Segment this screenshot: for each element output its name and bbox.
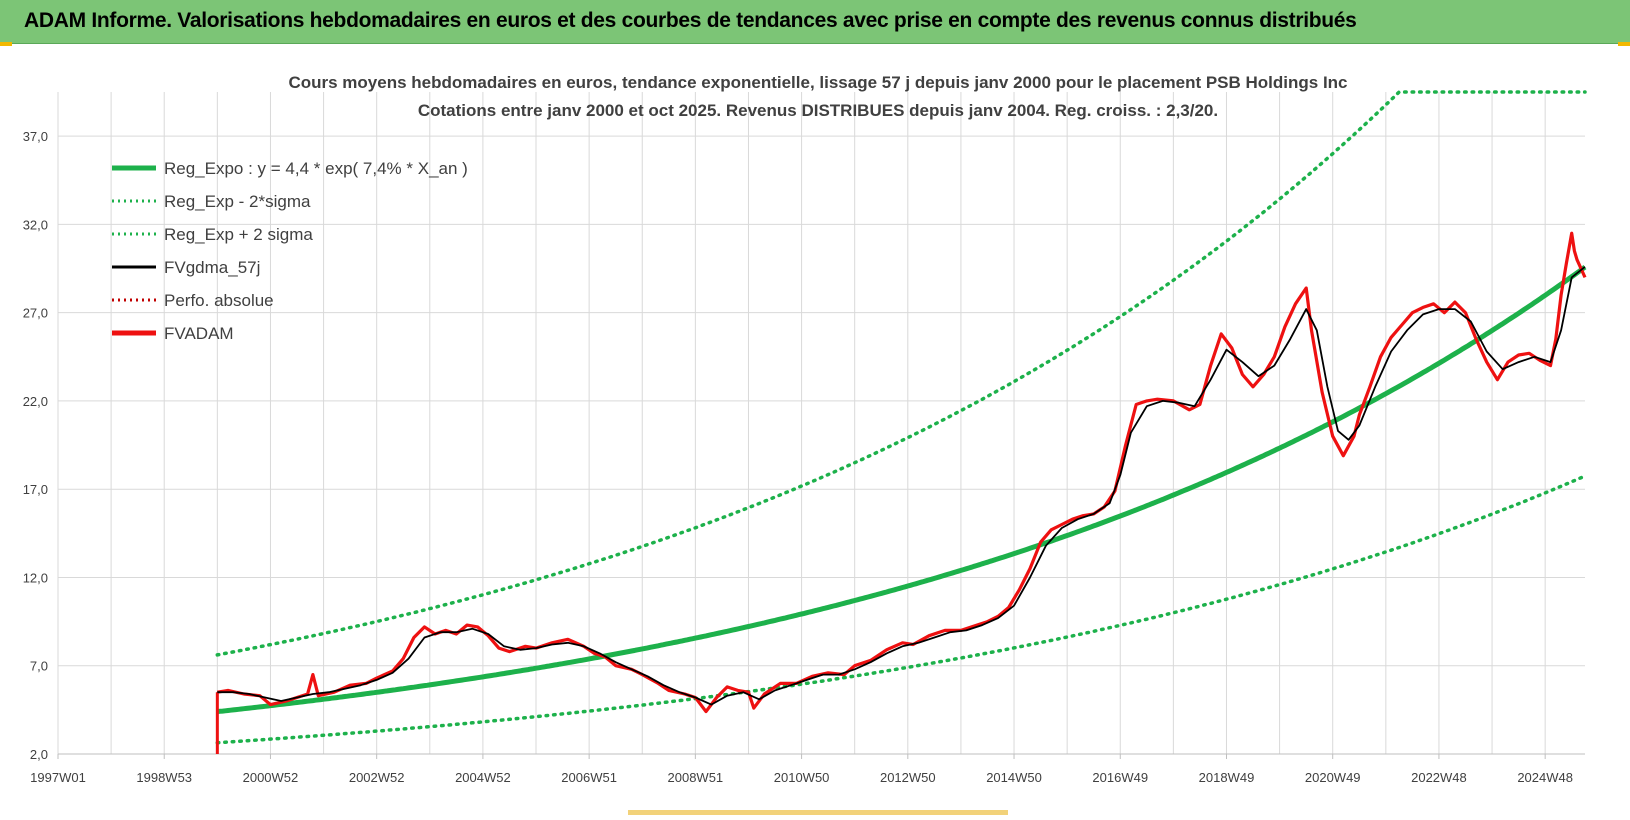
x-tick-label: 2024W48 [1517, 770, 1573, 785]
x-tick-label: 2004W52 [455, 770, 511, 785]
valuation-chart: 2,0 7,0 12,0 17,0 22,0 27,0 32,0 37,0 1997W01 199… [23, 73, 1587, 785]
x-tick-label: 2002W52 [349, 770, 405, 785]
x-tick-label: 2020W49 [1305, 770, 1361, 785]
y-tick-label: 22,0 [23, 394, 48, 409]
y-tick-label: 12,0 [23, 570, 48, 585]
chart-title-line2: Cotations entre janv 2000 et oct 2025. R… [418, 101, 1218, 120]
series-reg-exp-minus-2sigma [215, 474, 1587, 745]
legend-entry-label: Reg_Exp + 2 sigma [164, 225, 313, 244]
x-tick-label: 2014W50 [986, 770, 1042, 785]
x-tick-label: 2016W49 [1092, 770, 1148, 785]
chart-title-line1: Cours moyens hebdomadaires en euros, ten… [288, 73, 1347, 92]
y-tick-label: 2,0 [30, 747, 48, 762]
x-tick-label: 2018W49 [1199, 770, 1255, 785]
bottom-strip [628, 810, 1008, 815]
legend-entry-label: FVADAM [164, 324, 234, 343]
legend-entry-label: FVgdma_57j [164, 258, 260, 277]
x-tick-label: 2010W50 [774, 770, 830, 785]
y-tick-label: 7,0 [30, 659, 48, 674]
x-tick-label: 2006W51 [561, 770, 617, 785]
axis-layer: 2,0 7,0 12,0 17,0 22,0 27,0 32,0 37,0 1997W01 199… [23, 129, 1585, 785]
x-tick-label: 1997W01 [30, 770, 86, 785]
x-tick-label: 1998W53 [136, 770, 192, 785]
y-tick-label: 37,0 [23, 129, 48, 144]
series-layer [215, 90, 1587, 754]
x-tick-label: 2022W48 [1411, 770, 1467, 785]
legend-entry-label: Perfo. absolue [164, 291, 274, 310]
y-tick-label: 17,0 [23, 482, 48, 497]
series-reg-exp-plus-2sigma [215, 90, 1587, 657]
legend-entry-label: Reg_Exp - 2*sigma [164, 192, 311, 211]
x-tick-label: 2008W51 [668, 770, 724, 785]
series-fvgdma-57j [217, 266, 1586, 706]
series-reg-expo [217, 265, 1587, 715]
y-tick-label: 27,0 [23, 306, 48, 321]
report-title: ADAM Informe. Valorisations hebdomadaire… [24, 9, 1357, 32]
legend: Reg_Expo : y = 4,4 * exp( 7,4% * X_an ) R… [112, 159, 468, 343]
x-tick-label: 2000W52 [243, 770, 299, 785]
legend-entry-label: Reg_Expo : y = 4,4 * exp( 7,4% * X_an ) [164, 159, 468, 178]
report-header: ADAM Informe. Valorisations hebdomadaire… [0, 0, 1630, 44]
corner-mark-right [1618, 42, 1630, 46]
y-tick-label: 32,0 [23, 217, 48, 232]
chart-area: 2,0 7,0 12,0 17,0 22,0 27,0 32,0 37,0 1997W01 199… [0, 44, 1630, 815]
x-tick-label: 2012W50 [880, 770, 936, 785]
corner-mark-left [0, 42, 12, 46]
